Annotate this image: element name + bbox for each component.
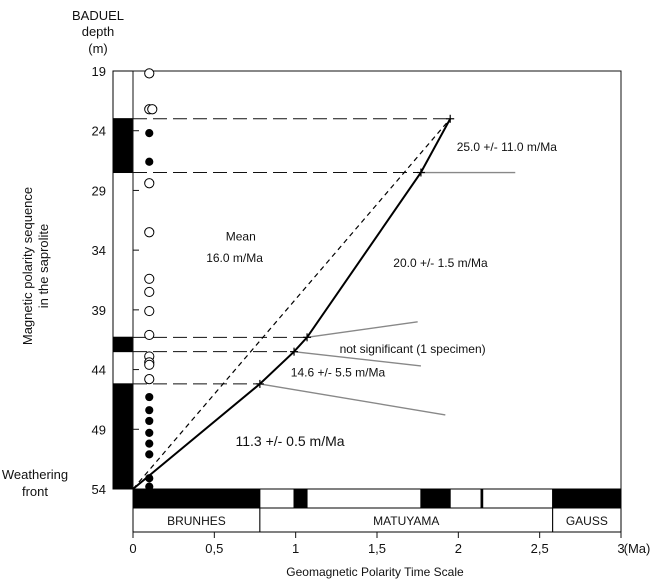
y-tick-label-3: 34 [92,243,106,258]
chron-box-0 [132,507,261,533]
depth-column-segment-1 [112,118,134,174]
specimen-marker-2 [147,104,158,115]
y-axis-ticks: 19 24 29 34 39 44 49 54 [92,64,139,497]
reference-lines [133,118,451,385]
series-line-0 [132,118,452,490]
age-bar-segment-3 [306,488,422,509]
specimen-marker-20 [145,450,154,459]
series-group [132,114,455,490]
chron-label-1: MATUYAMA [373,514,439,528]
leader-line-3 [259,383,446,416]
annotations: 25.0 +/- 11.0 m/Ma Mean 16.0 m/Ma 20.0 +/- … [206,140,557,449]
specimen-marker-5 [144,178,155,189]
chron-boxes: BRUNHES MATUYAMA GAUSS [132,507,622,533]
y-tick-label-0: 19 [92,64,106,79]
y-tick-label-5: 44 [92,363,106,378]
annotation-6: 11.3 +/- 0.5 m/Ma [235,433,344,449]
specimen-marker-7 [144,273,155,284]
depth-column-segment-4 [112,351,134,385]
x-tick-label-2: 1 [292,541,299,556]
specimen-marker-3 [145,129,154,138]
x-tick-label-1: 0,5 [205,541,223,556]
specimen-marker-19 [145,439,154,448]
age-bar-segment-5 [449,488,482,509]
age-bar-segment-7 [482,488,554,509]
chron-box-1 [259,507,554,533]
leader-line-2 [293,350,421,367]
x-axis-ticks: 0 0,5 1 1,5 2 2,5 3 [129,532,625,556]
x-axis-label: Geomagnetic Polarity Time Scale [286,565,464,579]
age-bar-segment-1 [259,488,295,509]
depth-unit: (m) [88,41,108,56]
specimen-marker-6 [144,227,155,238]
specimen-marker-16 [145,406,154,415]
specimen-marker-0 [144,68,155,79]
specimen-marker-13 [144,359,155,370]
age-polarity-bar [132,488,622,509]
age-bar-segment-0 [132,488,261,509]
specimen-marker-21 [145,474,154,483]
specimen-marker-10 [144,329,155,341]
annotation-0: 25.0 +/- 11.0 m/Ma [457,140,557,154]
depth-polarity-column [112,70,134,490]
weathering-front-line-2: front [22,484,48,499]
x-axis-unit: (Ma) [624,541,651,556]
y-tick-label-4: 39 [92,303,106,318]
x-tick-label-5: 2,5 [531,541,549,556]
annotation-3: 20.0 +/- 1.5 m/Ma [393,256,488,270]
weathering-front-line-1: Weathering [2,467,68,482]
chron-label-2: GAUSS [566,514,608,528]
specimen-marker-17 [145,416,154,426]
x-tick-label-3: 1,5 [368,541,386,556]
annotation-1: Mean [226,230,256,244]
y-axis-label-line-1: Magnetic polarity sequence [20,187,35,345]
y-tick-label-6: 49 [92,422,106,437]
site-name: BADUEL [72,8,124,23]
specimen-marker-14 [144,374,155,385]
specimen-marker-18 [145,428,154,437]
depth-column-segment-2 [112,172,134,338]
y-axis-label-line-2: in the saprolite [36,224,51,309]
x-tick-label-6: 3 [617,541,624,556]
x-tick-label-0: 0 [129,541,136,556]
series-line-1 [132,118,451,490]
specimen-marker-15 [145,392,154,402]
leader-line-1 [306,321,418,339]
x-tick-label-4: 2 [455,541,462,556]
age-bar-segment-8 [552,488,622,509]
plot-frame [132,70,622,490]
annotation-5: 14.6 +/- 5.5 m/Ma [291,366,386,380]
annotation-4: not significant (1 specimen) [340,342,486,356]
specimen-marker-9 [144,305,155,317]
chron-box-2 [552,507,622,533]
depth-column-segment-0 [112,70,134,120]
y-tick-label-7: 54 [92,482,106,497]
depth-column-segment-3 [112,336,134,353]
annotation-2: 16.0 m/Ma [206,251,263,265]
age-bar-segment-4 [420,488,451,509]
y-tick-label-2: 29 [92,183,106,198]
depth-column-segment-5 [112,383,134,490]
chron-label-0: BRUNHES [167,514,226,528]
leader-lines [259,171,516,416]
specimen-marker-4 [145,157,154,166]
depth-label: depth [82,24,115,39]
y-tick-label-1: 24 [92,124,106,139]
specimen-marker-8 [144,286,155,298]
specimen-markers [144,68,158,491]
age-bar-segment-2 [293,488,308,509]
